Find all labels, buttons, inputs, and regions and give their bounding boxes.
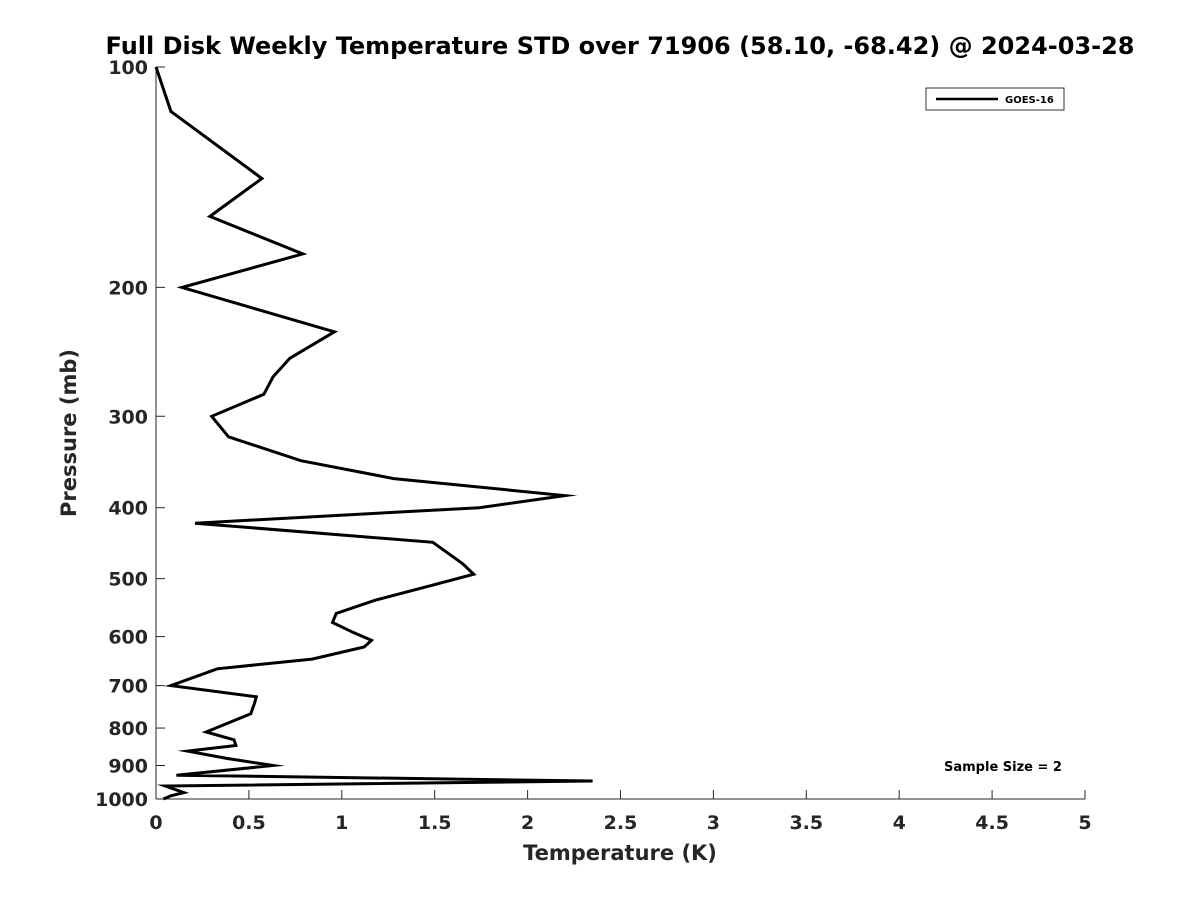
y-tick-label: 400 <box>108 498 148 520</box>
y-tick-label: 300 <box>108 406 148 428</box>
x-tick-label: 5 <box>1078 812 1091 834</box>
x-tick-label: 0 <box>149 812 162 834</box>
x-axis-ticks: 0 0.5 1 1.5 2 2.5 3 3.5 4 4.5 5 <box>149 790 1092 834</box>
x-tick-label: 1.5 <box>418 812 452 834</box>
x-tick-label: 4.5 <box>975 812 1009 834</box>
y-tick-label: 600 <box>108 627 148 649</box>
legend-label-goes-16: GOES-16 <box>1005 95 1054 106</box>
x-tick-label: 3.5 <box>789 812 823 834</box>
y-tick-label: 700 <box>108 676 148 698</box>
series-line-goes-16 <box>154 66 593 801</box>
chart-title: Full Disk Weekly Temperature STD over 71… <box>106 32 1135 60</box>
y-tick-label: 900 <box>108 756 148 778</box>
legend: GOES-16 <box>925 87 1065 111</box>
x-tick-label: 0.5 <box>232 812 266 834</box>
series-layer <box>154 66 593 801</box>
x-tick-label: 2 <box>521 812 534 834</box>
y-tick-label: 1000 <box>95 789 148 811</box>
plot-axes <box>155 67 1085 800</box>
y-tick-label: 100 <box>108 57 148 79</box>
x-tick-label: 4 <box>893 812 906 834</box>
y-axis-label: Pressure (mb) <box>57 349 81 517</box>
x-tick-label: 2.5 <box>604 812 638 834</box>
y-tick-label: 500 <box>108 569 148 591</box>
y-tick-label: 200 <box>108 277 148 299</box>
y-tick-label: 800 <box>108 718 148 740</box>
x-tick-label: 3 <box>707 812 720 834</box>
x-axis-label: Temperature (K) <box>523 841 717 865</box>
x-tick-label: 1 <box>335 812 348 834</box>
y-axis-ticks: 100 200 300 400 500 600 700 800 900 1000 <box>95 57 165 811</box>
sample-size-annotation: Sample Size = 2 <box>944 760 1062 775</box>
